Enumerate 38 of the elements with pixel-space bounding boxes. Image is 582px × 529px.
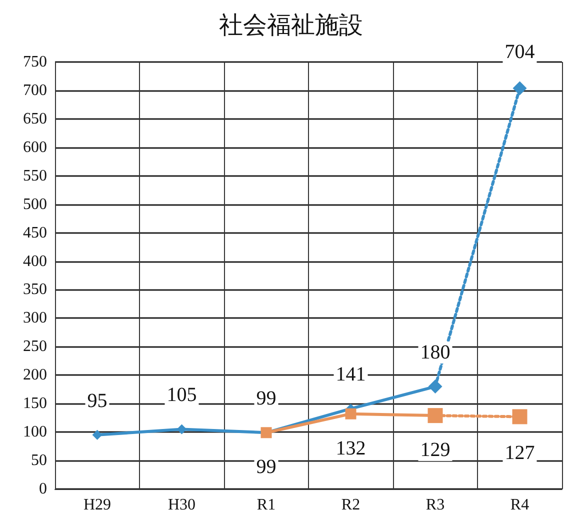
y-tick-label: 550 bbox=[23, 167, 47, 184]
point bbox=[345, 408, 356, 420]
point bbox=[176, 424, 187, 434]
x-tick-label: H29 bbox=[83, 496, 112, 514]
data-label: 132 bbox=[336, 437, 366, 460]
y-tick-label: 250 bbox=[23, 338, 47, 356]
x-tick-label: R2 bbox=[341, 496, 360, 514]
x-tick-label: R1 bbox=[256, 496, 276, 514]
y-tick-label: 300 bbox=[23, 310, 47, 327]
data-label: 105 bbox=[166, 384, 197, 406]
data-label: 141 bbox=[336, 364, 366, 386]
y-tick-label: 400 bbox=[23, 252, 47, 270]
chart-title: 社会福祉施設 bbox=[219, 11, 363, 39]
data-label: 129 bbox=[420, 439, 450, 462]
y-tick-label: 50 bbox=[31, 452, 47, 470]
y-tick-label: 450 bbox=[23, 224, 47, 242]
y-tick-label: 750 bbox=[23, 54, 47, 70]
y-tick-label: 150 bbox=[23, 395, 47, 412]
y-tick-label: 600 bbox=[23, 138, 47, 156]
y-tick-label: 650 bbox=[23, 110, 47, 128]
point bbox=[92, 430, 102, 440]
data-label: 704 bbox=[504, 41, 535, 64]
y-tick-label: 350 bbox=[23, 281, 47, 298]
y-tick-label: 700 bbox=[23, 82, 47, 99]
x-tick-label: R4 bbox=[510, 496, 530, 514]
point bbox=[512, 409, 528, 424]
data-label: 99 bbox=[256, 456, 276, 478]
data-label: 180 bbox=[420, 342, 450, 364]
data-label: 95 bbox=[87, 390, 108, 412]
point bbox=[512, 81, 527, 96]
y-tick-label: 0 bbox=[39, 480, 47, 498]
y-tick-label: 200 bbox=[23, 366, 47, 384]
y-tick-label: 500 bbox=[23, 196, 47, 213]
data-label: 99 bbox=[256, 388, 276, 410]
x-tick-label: R3 bbox=[426, 496, 445, 514]
data-label: 127 bbox=[504, 442, 535, 464]
y-tick-label: 100 bbox=[23, 424, 47, 441]
x-tick-label: H30 bbox=[168, 496, 196, 514]
